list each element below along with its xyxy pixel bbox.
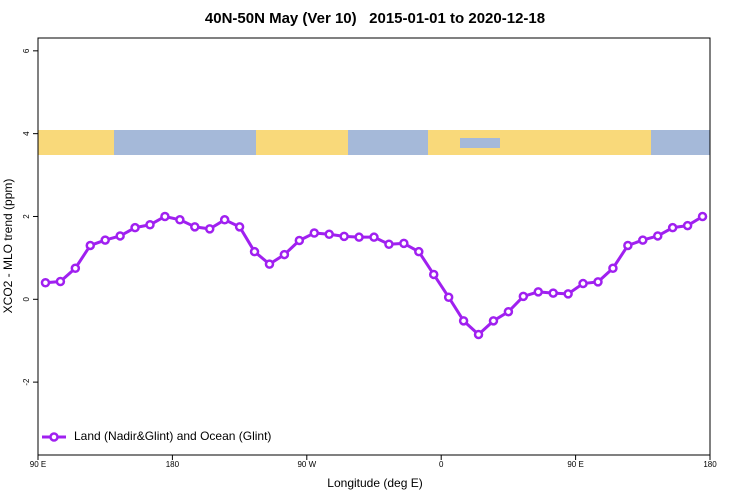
data-point xyxy=(548,288,558,298)
data-point xyxy=(190,222,200,232)
data-point xyxy=(175,215,185,225)
data-point xyxy=(279,249,290,260)
data-point xyxy=(503,306,514,317)
data-point xyxy=(264,259,275,269)
data-point xyxy=(294,235,305,246)
y-tick-label: 2 xyxy=(22,214,31,219)
data-point xyxy=(414,246,424,257)
data-point xyxy=(309,228,320,238)
data-point xyxy=(354,232,364,242)
data-point xyxy=(85,240,96,251)
data-point xyxy=(428,269,439,280)
data-point xyxy=(70,263,81,273)
data-point xyxy=(623,240,633,251)
data-point xyxy=(443,292,454,302)
data-point xyxy=(249,246,260,257)
data-point xyxy=(458,316,469,326)
y-axis-label: XCO2 - MLO trend (ppm) xyxy=(1,179,15,314)
x-axis-label: Longitude (deg E) xyxy=(327,476,422,490)
data-point xyxy=(697,211,708,222)
x-tick-label: 0 xyxy=(439,460,444,469)
data-point xyxy=(369,232,379,242)
land-band xyxy=(38,130,114,155)
data-point xyxy=(115,231,125,241)
y-tick-label: 4 xyxy=(22,131,31,136)
data-point xyxy=(399,238,409,249)
x-tick-label: 180 xyxy=(703,460,717,469)
data-point xyxy=(593,277,603,287)
land-ocean-map xyxy=(38,130,710,155)
data-point xyxy=(204,224,215,234)
data-point xyxy=(40,277,51,288)
legend-marker xyxy=(49,432,59,442)
data-point xyxy=(100,235,110,245)
land-band xyxy=(256,130,348,155)
data-point xyxy=(324,229,334,240)
data-point xyxy=(638,235,648,245)
data-point xyxy=(608,263,618,273)
data-point xyxy=(667,222,678,233)
data-point xyxy=(384,239,394,249)
data-point xyxy=(339,231,349,242)
x-tick-label: 90 E xyxy=(567,460,583,469)
data-point xyxy=(652,231,663,241)
x-tick-label: 90 W xyxy=(297,460,316,469)
sea-patch xyxy=(460,138,500,148)
data-point xyxy=(473,329,484,340)
data-point xyxy=(219,215,230,225)
y-tick-label: -2 xyxy=(22,378,31,386)
data-point xyxy=(518,291,529,302)
x-tick-label: 180 xyxy=(166,460,180,469)
plot-frame xyxy=(37,37,711,456)
data-point xyxy=(578,278,588,289)
y-tick-label: 6 xyxy=(22,48,31,53)
chart-title: 40N-50N May (Ver 10) 2015-01-01 to 2020-… xyxy=(205,10,545,27)
data-point xyxy=(563,289,573,299)
data-point xyxy=(55,276,66,287)
data-point xyxy=(682,220,693,231)
y-tick-label: 0 xyxy=(22,297,31,302)
x-tick-label: 90 E xyxy=(30,460,46,469)
data-point xyxy=(130,222,140,233)
data-point xyxy=(533,287,544,297)
data-point xyxy=(488,316,499,326)
data-point xyxy=(234,222,245,232)
data-point xyxy=(145,220,155,230)
legend-label: Land (Nadir&Glint) and Ocean (Glint) xyxy=(74,429,271,443)
data-point xyxy=(160,211,170,222)
